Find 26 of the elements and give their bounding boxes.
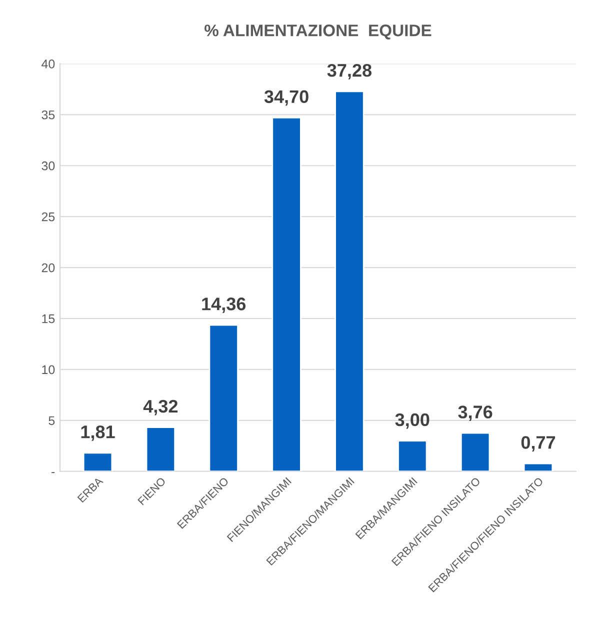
bar <box>82 452 113 472</box>
data-label: 14,36 <box>202 298 246 313</box>
y-tick-label: 10 <box>42 365 55 374</box>
chart-title: % ALIMENTAZIONE EQUIDE <box>204 24 432 40</box>
y-tick-label: 40 <box>42 60 55 68</box>
bar <box>398 440 428 472</box>
y-tick-label: 30 <box>42 161 55 170</box>
data-label: 3,76 <box>458 406 492 421</box>
data-label: 4,32 <box>143 400 178 416</box>
bar <box>460 432 490 472</box>
bar <box>523 462 554 472</box>
y-tick-label: 35 <box>42 110 55 120</box>
bar <box>146 426 176 472</box>
data-label: 34,70 <box>264 90 308 106</box>
data-label: 37,28 <box>327 64 372 80</box>
bar <box>208 324 238 472</box>
data-label: 1,81 <box>81 425 115 441</box>
y-tick-label: 20 <box>42 263 55 272</box>
y-tick-label: 5 <box>48 416 55 426</box>
data-label: 0,77 <box>521 436 556 452</box>
y-tick-label: 15 <box>42 314 55 324</box>
y-tick-label: 25 <box>42 212 55 222</box>
y-tick-label: - <box>52 472 55 474</box>
bar <box>334 90 364 472</box>
bar <box>272 117 302 472</box>
data-label: 3,00 <box>395 413 430 429</box>
